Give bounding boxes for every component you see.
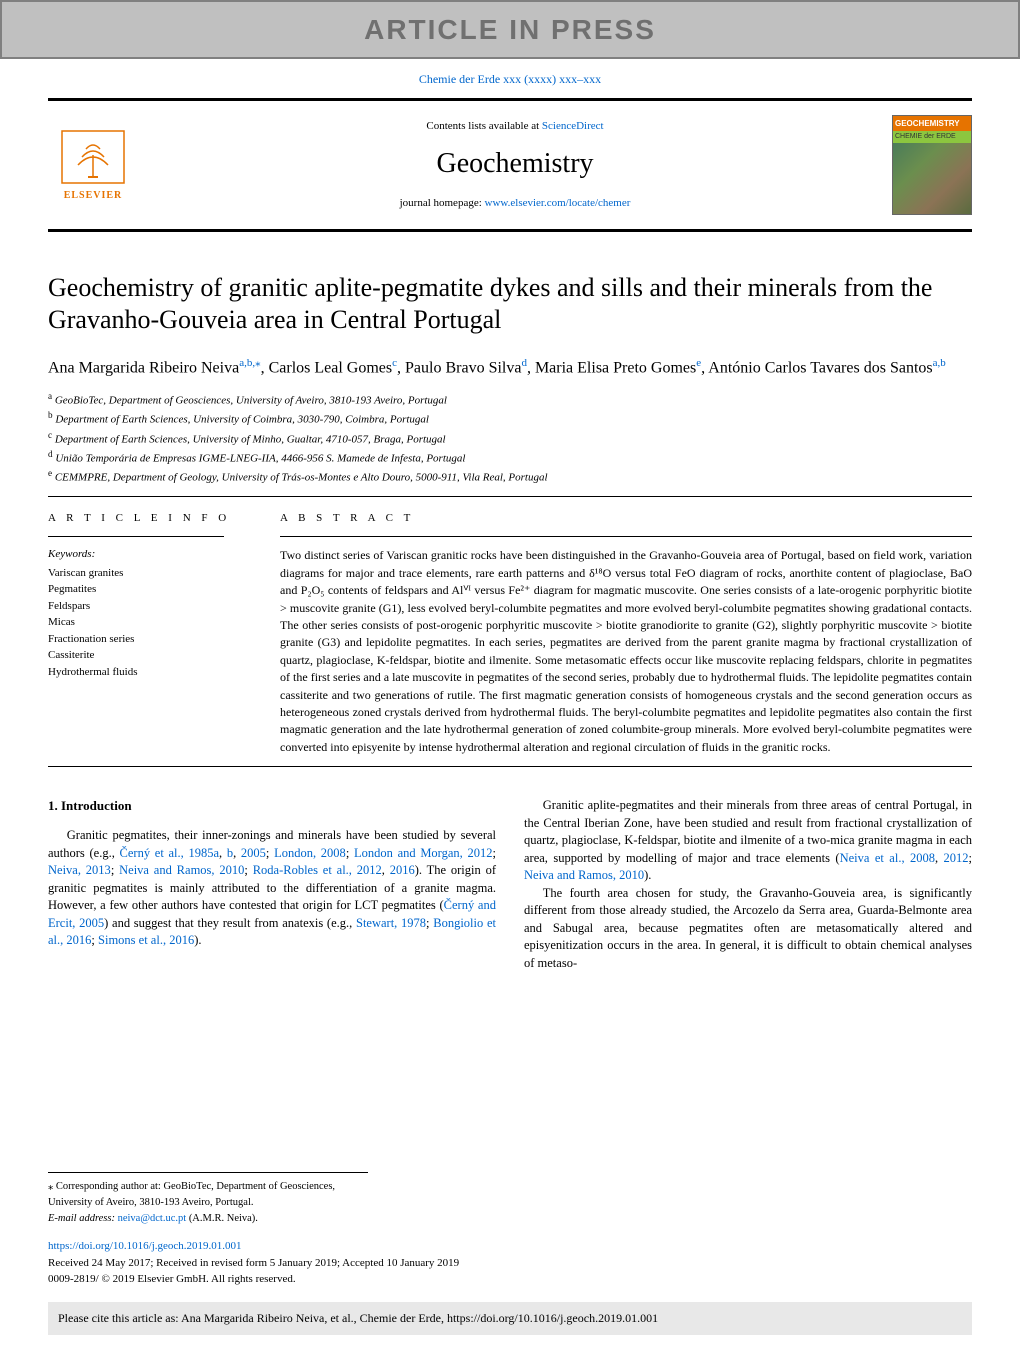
keywords-list: Variscan granitesPegmatitesFeldsparsMica… bbox=[48, 565, 248, 681]
citation-link[interactable]: London, 2008 bbox=[274, 846, 346, 860]
citation-link[interactable]: London and Morgan, 2012 bbox=[354, 846, 493, 860]
citation-link[interactable]: Neiva and Ramos, 2010 bbox=[524, 868, 644, 882]
contents-line: Contents lists available at ScienceDirec… bbox=[154, 119, 876, 134]
author-affil-sup: c bbox=[392, 357, 397, 369]
keywords-label: Keywords: bbox=[48, 547, 248, 562]
intro-heading: 1. Introduction bbox=[48, 797, 496, 815]
article-in-press-banner: ARTICLE IN PRESS bbox=[0, 0, 1020, 59]
elsevier-tree-icon bbox=[58, 127, 128, 187]
introduction-section: 1. Introduction Granitic pegmatites, the… bbox=[48, 797, 972, 972]
citation-link[interactable]: Roda-Robles et al., 2012 bbox=[253, 863, 382, 877]
author-name: Maria Elisa Preto Gomes bbox=[535, 359, 696, 376]
keyword-item: Feldspars bbox=[48, 598, 248, 615]
citation-box: Please cite this article as: Ana Margari… bbox=[48, 1302, 972, 1335]
article-title: Geochemistry of granitic aplite-pegmatit… bbox=[48, 272, 972, 337]
journal-header: ELSEVIER Contents lists available at Sci… bbox=[48, 98, 972, 232]
copyright-line: 0009-2819/ © 2019 Elsevier GmbH. All rig… bbox=[48, 1273, 296, 1285]
citation-link[interactable]: 2012 bbox=[944, 851, 969, 865]
divider bbox=[48, 766, 972, 767]
sciencedirect-link[interactable]: ScienceDirect bbox=[542, 120, 604, 132]
doi-link[interactable]: https://doi.org/10.1016/j.geoch.2019.01.… bbox=[48, 1240, 242, 1252]
homepage-prefix: journal homepage: bbox=[400, 197, 485, 209]
journal-reference: Chemie der Erde xxx (xxxx) xxx–xxx bbox=[0, 71, 1020, 88]
corr-author: ⁎ Corresponding author at: GeoBioTec, De… bbox=[48, 1179, 368, 1211]
header-center: Contents lists available at ScienceDirec… bbox=[154, 119, 876, 211]
intro-p2: Granitic aplite-pegmatites and their min… bbox=[524, 797, 972, 885]
keyword-item: Fractionation series bbox=[48, 631, 248, 648]
keyword-item: Pegmatites bbox=[48, 581, 248, 598]
doi-block: https://doi.org/10.1016/j.geoch.2019.01.… bbox=[48, 1238, 972, 1288]
publisher-logo: ELSEVIER bbox=[48, 120, 138, 210]
article-info-col: A R T I C L E I N F O Keywords: Variscan… bbox=[48, 511, 248, 756]
author-affil-sup: a,b bbox=[933, 357, 946, 369]
keyword-item: Hydrothermal fluids bbox=[48, 664, 248, 681]
info-abstract-row: A R T I C L E I N F O Keywords: Variscan… bbox=[48, 511, 972, 756]
keyword-item: Micas bbox=[48, 614, 248, 631]
intro-p3: The fourth area chosen for study, the Gr… bbox=[524, 885, 972, 973]
citation-link[interactable]: Neiva, 2013 bbox=[48, 863, 111, 877]
citation-link[interactable]: 2005 bbox=[241, 846, 266, 860]
email-link[interactable]: neiva@dct.uc.pt bbox=[118, 1213, 187, 1224]
affiliation-item: d União Temporária de Empresas IGME-LNEG… bbox=[48, 448, 972, 467]
email-line: E-mail address: neiva@dct.uc.pt (A.M.R. … bbox=[48, 1211, 368, 1227]
affiliation-item: a GeoBioTec, Department of Geosciences, … bbox=[48, 390, 972, 409]
affiliation-item: b Department of Earth Sciences, Universi… bbox=[48, 409, 972, 428]
keyword-item: Variscan granites bbox=[48, 565, 248, 582]
corresponding-footnote: ⁎ Corresponding author at: GeoBioTec, De… bbox=[48, 1172, 368, 1226]
citation-link[interactable]: Neiva et al., 2008 bbox=[840, 851, 935, 865]
citation-link[interactable]: Simons et al., 2016 bbox=[98, 933, 194, 947]
abstract-col: A B S T R A C T Two distinct series of V… bbox=[280, 511, 972, 756]
author-name: Paulo Bravo Silva bbox=[405, 359, 521, 376]
affiliation-item: e CEMMPRE, Department of Geology, Univer… bbox=[48, 467, 972, 486]
cover-title: GEOCHEMISTRY bbox=[893, 116, 971, 131]
citation-link[interactable]: Stewart, 1978 bbox=[356, 916, 426, 930]
authors-list: Ana Margarida Ribeiro Neivaa,b,⁎, Carlos… bbox=[48, 355, 972, 380]
author-name: Ana Margarida Ribeiro Neiva bbox=[48, 359, 239, 376]
abstract-label: A B S T R A C T bbox=[280, 511, 972, 526]
info-divider bbox=[48, 536, 224, 537]
banner-text: ARTICLE IN PRESS bbox=[10, 10, 1010, 49]
email-label: E-mail address: bbox=[48, 1213, 118, 1224]
citation-link[interactable]: Černý et al., 1985a bbox=[120, 846, 219, 860]
keyword-item: Cassiterite bbox=[48, 647, 248, 664]
abstract-divider bbox=[280, 536, 972, 537]
abstract-text: Two distinct series of Variscan granitic… bbox=[280, 547, 972, 756]
article-info-label: A R T I C L E I N F O bbox=[48, 511, 248, 526]
author-affil-sup: e bbox=[696, 357, 701, 369]
homepage-link[interactable]: www.elsevier.com/locate/chemer bbox=[485, 197, 631, 209]
cover-subtitle: CHEMIE der ERDE bbox=[893, 131, 971, 143]
intro-p1: Granitic pegmatites, their inner-zonings… bbox=[48, 827, 496, 950]
received-dates: Received 24 May 2017; Received in revise… bbox=[48, 1257, 459, 1269]
publisher-name: ELSEVIER bbox=[64, 189, 123, 203]
divider bbox=[48, 496, 972, 497]
affiliations-list: a GeoBioTec, Department of Geosciences, … bbox=[48, 390, 972, 486]
journal-title: Geochemistry bbox=[154, 144, 876, 183]
author-affil-sup: a,b,⁎ bbox=[239, 357, 260, 369]
citation-link[interactable]: Černý and Ercit, 2005 bbox=[48, 898, 496, 930]
author-name: António Carlos Tavares dos Santos bbox=[708, 359, 932, 376]
author-name: Carlos Leal Gomes bbox=[269, 359, 393, 376]
affiliation-item: c Department of Earth Sciences, Universi… bbox=[48, 429, 972, 448]
contents-prefix: Contents lists available at bbox=[426, 120, 541, 132]
journal-cover: GEOCHEMISTRY CHEMIE der ERDE bbox=[892, 115, 972, 215]
citation-link[interactable]: 2016 bbox=[390, 863, 415, 877]
cover-image bbox=[893, 143, 971, 214]
author-affil-sup: d bbox=[521, 357, 527, 369]
homepage-line: journal homepage: www.elsevier.com/locat… bbox=[154, 196, 876, 211]
citation-link[interactable]: Neiva and Ramos, 2010 bbox=[119, 863, 244, 877]
journal-ref-link[interactable]: Chemie der Erde xxx (xxxx) xxx–xxx bbox=[419, 72, 601, 86]
email-suffix: (A.M.R. Neiva). bbox=[186, 1213, 258, 1224]
citation-link[interactable]: b bbox=[227, 846, 233, 860]
